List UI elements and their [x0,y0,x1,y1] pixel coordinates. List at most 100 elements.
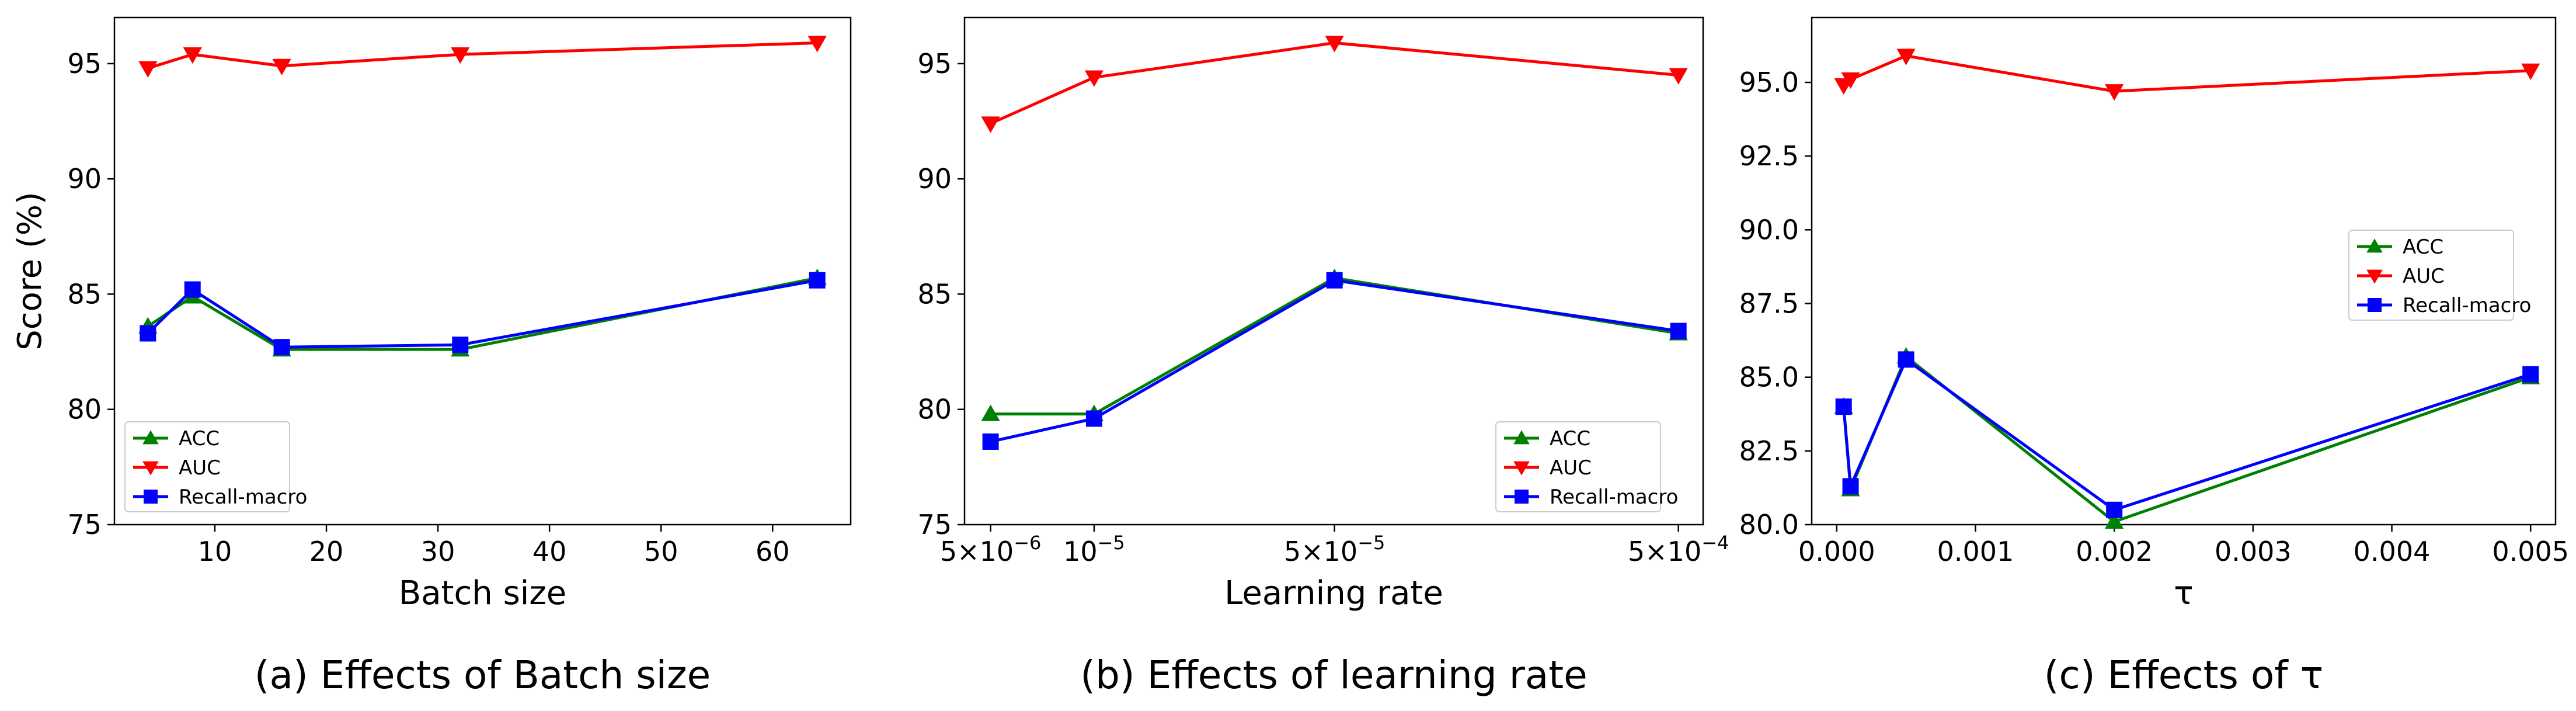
legend-marker [142,461,159,476]
data-point [1898,351,1914,368]
data-point [1084,70,1104,87]
legend-label: Recall-macro [179,485,307,509]
y-tick-label: 80 [917,394,952,425]
data-point [272,58,291,75]
series-acc [981,268,1688,421]
data-point [809,272,826,289]
y-tick-label: 95 [67,48,102,79]
y-tick-label: 90 [917,163,952,195]
legend-label: AUC [179,456,221,480]
series-line [990,41,1679,125]
legend-marker [2368,298,2382,312]
data-point [1325,36,1344,53]
series-auc [981,36,1688,133]
data-point [2522,366,2539,383]
panel-caption: (b) Effects of learning rate [1080,653,1588,698]
data-point [140,325,156,342]
x-tick-label: 50 [644,536,678,567]
data-point [2105,84,2124,101]
data-point [1326,272,1343,289]
x-tick-label: 0.001 [1937,536,2014,567]
x-tick-label: 5×10−5 [1284,532,1386,567]
x-tick-label: 0.003 [2215,536,2292,567]
series-acc [138,268,827,357]
legend-marker [2366,269,2383,284]
legend-marker [1513,430,1530,445]
data-point [184,281,201,298]
x-tick-exponent: −4 [1701,532,1729,554]
x-tick-label: 20 [309,536,344,567]
x-tick-label: 5×10−6 [940,532,1042,567]
x-tick-base: 5×10 [1628,536,1701,567]
data-point [981,116,1000,133]
y-tick-label: 85.0 [1739,362,1799,393]
legend: ACC AUC Recall-macro [2348,230,2531,321]
legend-label: Recall-macro [2403,294,2531,317]
x-axis-label: Learning rate [1224,574,1443,612]
series-auc [1834,48,2540,101]
x-axis-label: τ [2174,574,2194,612]
x-tick-label: 0.004 [2354,536,2431,567]
legend-label: AUC [2403,265,2445,288]
data-point [2521,63,2540,80]
series-acc [1834,347,2540,529]
data-point [1085,410,1102,427]
legend-box [1495,421,1661,512]
y-tick-label: 80 [67,394,102,425]
legend-marker [144,490,158,504]
x-tick-exponent: −6 [1014,532,1041,554]
x-tick-label: 10−5 [1063,532,1125,567]
x-tick-label: 0.000 [1798,536,1875,567]
data-point [982,433,999,450]
x-tick-label: 5×10−4 [1628,532,1729,567]
series-recall-macro [140,272,826,356]
x-tick-base: 5×10 [1284,536,1357,567]
series-recall-macro [1835,351,2539,518]
data-point [2105,512,2124,529]
series-line [1842,358,2531,512]
x-axis-label: Batch size [399,574,566,612]
x-tick-label: 30 [421,536,455,567]
legend-marker [2366,238,2383,253]
panel-caption: (a) Effects of Batch size [255,653,711,698]
y-tick-label: 75 [917,509,952,540]
y-axis-label: Score (%) [11,192,49,351]
panel-caption: (c) Effects of τ [2044,653,2323,698]
plot-frame [1811,16,2557,526]
data-point [451,47,470,64]
data-point [981,404,1000,421]
data-point [1841,72,1860,89]
data-point [1896,48,1916,65]
legend-label: ACC [179,427,220,450]
series-line [1843,54,2531,93]
data-point [183,47,202,64]
data-point [1835,398,1852,415]
series-line [147,276,818,351]
data-point [273,339,290,356]
series-auc [138,36,827,78]
data-point [1842,478,1859,495]
legend-label: Recall-macro [1550,485,1678,509]
legend-marker [142,430,159,445]
series-line [147,41,817,70]
x-tick-label: 0.005 [2492,536,2569,567]
legend-label: ACC [2403,235,2443,259]
legend-label: AUC [1550,456,1592,480]
data-point [807,36,827,53]
data-point [2106,501,2123,518]
series-line [147,279,818,349]
y-tick-label: 95.0 [1739,67,1799,98]
x-tick-label: 60 [756,536,790,567]
x-tick-base: 5×10 [940,536,1014,567]
x-tick-label: 10 [198,536,232,567]
y-tick-label: 90.0 [1739,214,1799,245]
y-tick-label: 95 [917,48,952,79]
legend: ACC AUC Recall-macro [124,421,307,512]
series-line [990,276,1679,416]
data-point [1669,68,1688,85]
y-tick-label: 85 [67,278,102,310]
y-tick-label: 75 [67,509,102,540]
x-tick-base: 10 [1063,536,1098,567]
